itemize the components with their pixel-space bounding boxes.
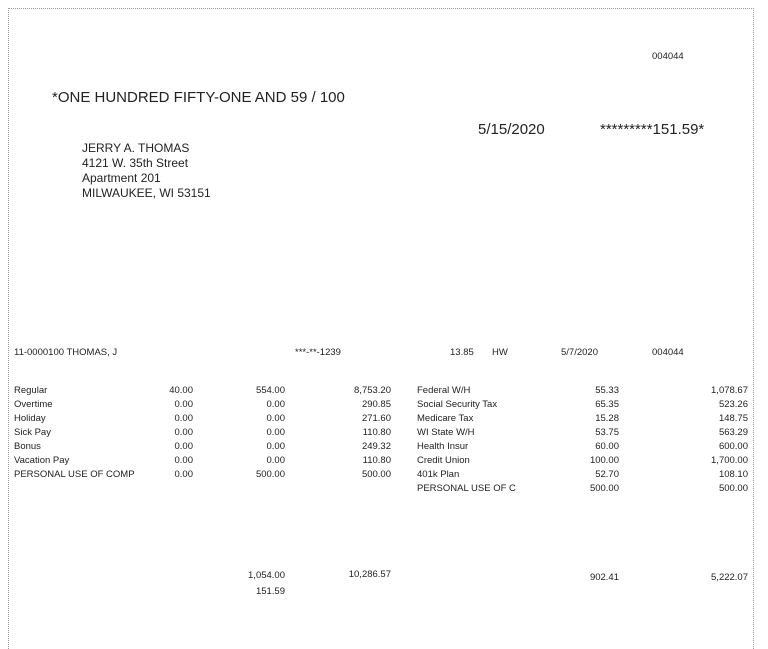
deduction-current: 55.33 — [595, 385, 619, 396]
address-line: MILWAUKEE, WI 53151 — [82, 186, 211, 200]
deduction-label: PERSONAL USE OF C — [417, 483, 516, 494]
deduction-ytd: 600.00 — [718, 441, 748, 452]
check-amount: *********151.59* — [600, 121, 705, 138]
check-date: 5/15/2020 — [478, 121, 545, 138]
earning-ytd: 271.60 — [361, 413, 391, 424]
deduction-label: Social Security Tax — [417, 399, 498, 410]
deduction-ytd: 523.26 — [718, 399, 748, 410]
pay-type: HW — [492, 347, 508, 358]
check-number: 004044 — [652, 51, 684, 62]
deduction-ytd: 108.10 — [718, 469, 748, 480]
payee-address: JERRY A. THOMAS 4121 W. 35th Street Apar… — [82, 141, 211, 201]
earning-label: Bonus — [14, 441, 41, 452]
period-date: 5/7/2020 — [561, 347, 598, 358]
deductions-ytd-total: 5,222.07 — [711, 572, 748, 583]
earning-current: 0.00 — [266, 413, 286, 424]
deduction-label: 401k Plan — [417, 469, 460, 480]
stub-check-number: 004044 — [652, 347, 684, 358]
earning-ytd: 8,753.20 — [354, 385, 391, 396]
earning-label: Vacation Pay — [14, 455, 70, 466]
deduction-ytd: 1,078.67 — [711, 385, 748, 396]
earning-hours: 0.00 — [174, 399, 194, 410]
deduction-current: 52.70 — [595, 469, 619, 480]
net-pay: 151.59 — [255, 586, 285, 597]
earning-label: PERSONAL USE OF COMP — [14, 469, 135, 480]
deductions-current-total: 902.41 — [589, 572, 619, 583]
deduction-current: 15.28 — [595, 413, 619, 424]
deduction-current: 60.00 — [595, 441, 619, 452]
deduction-label: WI State W/H — [417, 427, 475, 438]
deduction-label: Medicare Tax — [417, 413, 474, 424]
earning-hours: 40.00 — [169, 385, 193, 396]
earning-ytd: 110.80 — [362, 427, 391, 438]
earning-current: 0.00 — [266, 441, 286, 452]
deduction-label: Federal W/H — [417, 385, 471, 396]
deduction-current: 500.00 — [589, 483, 619, 494]
address-line: 4121 W. 35th Street — [82, 156, 189, 170]
earning-hours: 0.00 — [174, 427, 194, 438]
earning-ytd: 110.80 — [362, 455, 391, 466]
earning-ytd: 249.32 — [361, 441, 391, 452]
earning-current: 500.00 — [255, 469, 285, 480]
gross-ytd-total: 10,286.57 — [348, 569, 391, 580]
earning-current: 0.00 — [266, 399, 286, 410]
deduction-current: 53.75 — [595, 427, 619, 438]
ssn: ***-**-1239 — [295, 347, 341, 358]
earning-label: Holiday — [14, 413, 46, 424]
deduction-ytd: 1,700.00 — [711, 455, 748, 466]
deduction-ytd: 500.00 — [718, 483, 748, 494]
gross-current-total: 1,054.00 — [248, 570, 285, 581]
earning-hours: 0.00 — [174, 455, 194, 466]
earning-label: Sick Pay — [14, 427, 51, 438]
earning-label: Overtime — [14, 399, 53, 410]
deduction-label: Health Insur — [417, 441, 469, 452]
earning-current: 0.00 — [266, 427, 286, 438]
earning-hours: 0.00 — [174, 413, 194, 424]
earning-label: Regular — [14, 385, 48, 396]
deduction-label: Credit Union — [417, 455, 470, 466]
earning-ytd: 290.85 — [361, 399, 391, 410]
pay-rate: 13.85 — [450, 347, 474, 358]
employee-id: 11-0000100 THOMAS, J — [14, 347, 118, 358]
deduction-current: 65.35 — [595, 399, 619, 410]
address-line: Apartment 201 — [82, 171, 161, 185]
earning-current: 554.00 — [255, 385, 285, 396]
deduction-current: 100.00 — [589, 455, 619, 466]
earning-hours: 0.00 — [174, 469, 194, 480]
earning-ytd: 500.00 — [361, 469, 391, 480]
earning-current: 0.00 — [266, 455, 286, 466]
amount-in-words: *ONE HUNDRED FIFTY-ONE AND 59 / 100 — [52, 89, 345, 106]
deduction-ytd: 563.29 — [718, 427, 748, 438]
payee-name: JERRY A. THOMAS — [82, 141, 190, 155]
check-page — [8, 8, 754, 649]
earning-hours: 0.00 — [174, 441, 194, 452]
deduction-ytd: 148.75 — [718, 413, 748, 424]
